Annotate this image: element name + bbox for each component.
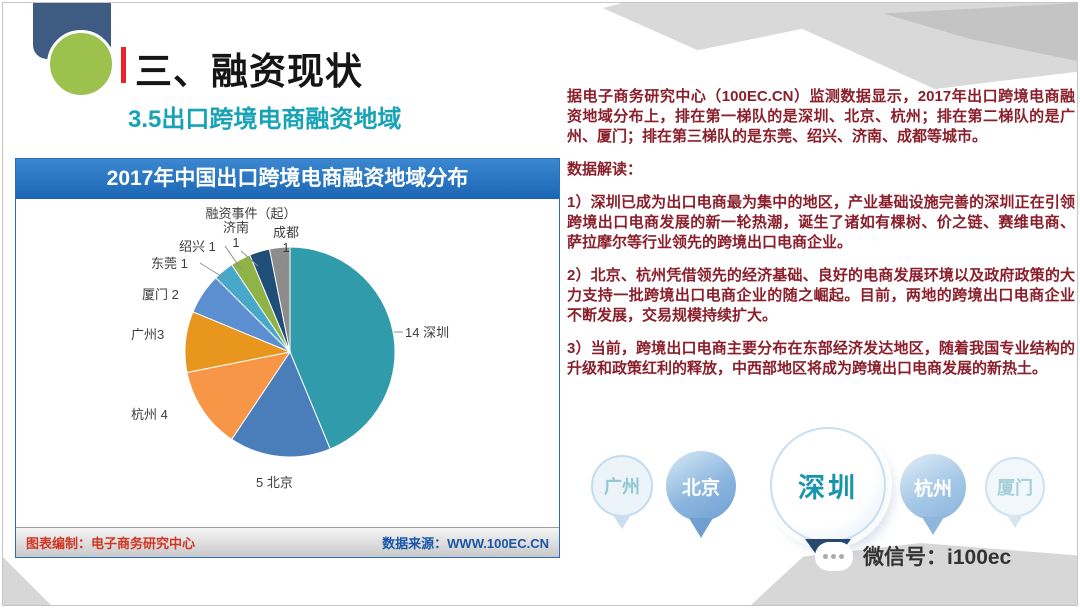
wechat-id-label: 微信号：i100ec — [863, 546, 1012, 569]
title-accent-bar — [121, 47, 126, 83]
wechat-icon-dot — [831, 553, 836, 559]
pie-label: 济南 1 — [222, 220, 249, 250]
analysis-intro: 据电子商务研究中心（100EC.CN）监测数据显示，2017年出口跨境电商融资地… — [567, 88, 1075, 145]
wechat-icon-dot — [823, 553, 828, 559]
pie-slice — [186, 351, 292, 440]
pin-tail-icon — [689, 518, 713, 538]
wechat-icon — [815, 541, 853, 571]
pin-label: 广州 — [604, 477, 640, 497]
chart-panel: 2017年中国出口跨境电商融资地域分布 融资事件（起） 14 深圳 5 北京 杭州 … — [15, 158, 560, 558]
map-pin-hangzhou: 杭州 — [900, 454, 966, 535]
pin-label: 厦门 — [997, 478, 1033, 498]
pie-label: 厦门 2 — [142, 287, 179, 302]
pie-label: 14 深圳 — [405, 325, 450, 340]
pie-slice — [231, 350, 331, 458]
pie-leader-line — [279, 255, 287, 271]
chart-title: 2017年中国出口跨境电商融资地域分布 — [16, 159, 559, 199]
page-subtitle: 3.5出口跨境电商融资地域 — [128, 106, 402, 133]
pin-circle: 北京 — [666, 451, 736, 521]
pie-label: 成都 1 — [272, 225, 299, 255]
pie-leader-line — [224, 245, 242, 270]
wechat-icon-dot — [839, 553, 844, 559]
pie-label: 杭州 4 — [131, 407, 168, 422]
pie-label: 广州3 — [131, 327, 165, 342]
pin-circle: 深圳 — [770, 427, 886, 543]
green-circle-decoration — [47, 30, 115, 98]
pie-leader-line — [240, 250, 259, 267]
analysis-point-1: 1）深圳已成为出口电商最为集中的地区，产业基础设施完善的深圳正在引领跨境出口电商… — [567, 194, 1075, 251]
analysis-point-2: 2）北京、杭州凭借领先的经济基础、良好的电商发展环境以及政府政策的大力支持一批跨… — [567, 267, 1075, 324]
pie-slice — [289, 246, 396, 450]
analysis-panel: 据电子商务研究中心（100EC.CN）监测数据显示，2017年出口跨境电商融资地… — [567, 87, 1075, 392]
pie-leader-line — [199, 262, 225, 279]
pin-tail-icon — [922, 517, 944, 535]
pie-svg — [184, 245, 403, 458]
chart-footer: 图表编制：电子商务研究中心 数据来源：WWW.100EC.CN — [16, 527, 559, 557]
pin-tail-icon — [613, 515, 631, 529]
map-pin-xiamen: 厦门 — [985, 457, 1045, 528]
map-pin-beijing: 北京 — [666, 451, 736, 538]
pin-label: 杭州 — [913, 478, 952, 500]
pin-circle: 杭州 — [900, 454, 966, 520]
analysis-heading: 数据解读： — [567, 161, 643, 178]
pin-label: 北京 — [681, 477, 720, 499]
page-title: 三、融资现状 — [135, 51, 363, 92]
chart-credit-label: 图表编制：电子商务研究中心 — [26, 536, 196, 551]
analysis-point-3: 3）当前，跨境出口电商主要分布在东部经济发达地区，随着我国专业结构的升级和政策红… — [567, 340, 1075, 377]
map-pin-shenzhen: 深圳 — [770, 427, 886, 571]
series-label: 融资事件（起） — [205, 206, 297, 221]
pie-label: 东莞 1 — [151, 256, 188, 271]
pin-label: 深圳 — [798, 472, 858, 503]
pin-circle: 广州 — [591, 455, 653, 517]
wechat-footer: 微信号：i100ec — [815, 541, 1011, 571]
pin-circle: 厦门 — [985, 457, 1045, 517]
pin-tail-icon — [1007, 515, 1023, 528]
chart-source-label: 数据来源：WWW.100EC.CN — [382, 536, 549, 551]
map-pin-guangzhou: 广州 — [591, 455, 653, 529]
pie-label: 5 北京 — [256, 475, 293, 490]
pie-chart: 融资事件（起） 14 深圳 5 北京 杭州 4 广州3 厦门 2 东莞 1 绍兴 1 济南 1… — [16, 199, 559, 527]
gray-polygon-bottom-left — [3, 557, 51, 605]
pie-slice — [268, 246, 291, 353]
pie-label: 绍兴 1 — [179, 239, 216, 254]
